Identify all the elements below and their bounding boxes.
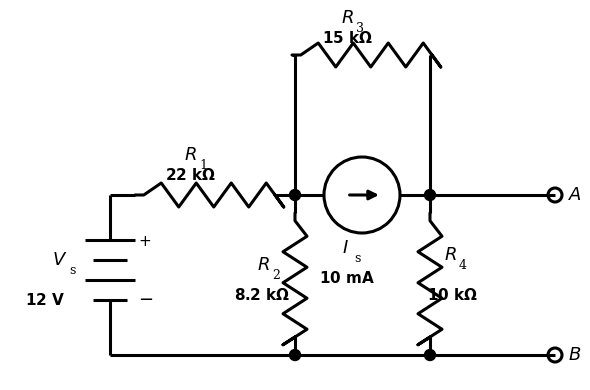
Text: $\mathbf{22\ k\Omega}$: $\mathbf{22\ k\Omega}$ xyxy=(165,167,215,183)
Text: $\mathbf{15\ k\Omega}$: $\mathbf{15\ k\Omega}$ xyxy=(322,30,372,46)
Circle shape xyxy=(424,190,435,200)
Text: $\mathbf{8.2\ k\Omega}$: $\mathbf{8.2\ k\Omega}$ xyxy=(234,287,290,303)
Circle shape xyxy=(424,349,435,360)
Text: $V$: $V$ xyxy=(53,251,68,269)
Text: $R$: $R$ xyxy=(444,246,457,264)
Text: $+$: $+$ xyxy=(138,235,151,249)
Text: $\mathregular{1}$: $\mathregular{1}$ xyxy=(199,158,207,172)
Text: $R$: $R$ xyxy=(183,146,196,164)
Text: $R$: $R$ xyxy=(257,256,270,274)
Circle shape xyxy=(290,190,300,200)
Text: $R$: $R$ xyxy=(340,9,353,27)
Text: $A$: $A$ xyxy=(568,186,582,204)
Text: $\mathbf{10\ mA}$: $\mathbf{10\ mA}$ xyxy=(319,270,375,286)
Text: $\mathregular{2}$: $\mathregular{2}$ xyxy=(271,268,280,282)
Text: $\mathbf{10\ k\Omega}$: $\mathbf{10\ k\Omega}$ xyxy=(427,287,477,303)
Text: $\mathregular{4}$: $\mathregular{4}$ xyxy=(458,258,468,272)
Circle shape xyxy=(290,349,300,360)
Text: $B$: $B$ xyxy=(568,346,581,364)
Text: $-$: $-$ xyxy=(138,289,153,307)
Text: $\mathregular{s}$: $\mathregular{s}$ xyxy=(354,252,362,264)
Text: $I$: $I$ xyxy=(342,239,349,257)
Text: $\mathregular{s}$: $\mathregular{s}$ xyxy=(69,264,77,277)
Text: $\mathbf{12\ V}$: $\mathbf{12\ V}$ xyxy=(25,292,65,308)
Text: $\mathregular{3}$: $\mathregular{3}$ xyxy=(355,21,365,35)
